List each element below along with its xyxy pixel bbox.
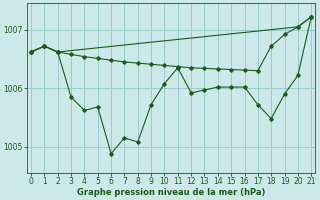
X-axis label: Graphe pression niveau de la mer (hPa): Graphe pression niveau de la mer (hPa) bbox=[77, 188, 265, 197]
